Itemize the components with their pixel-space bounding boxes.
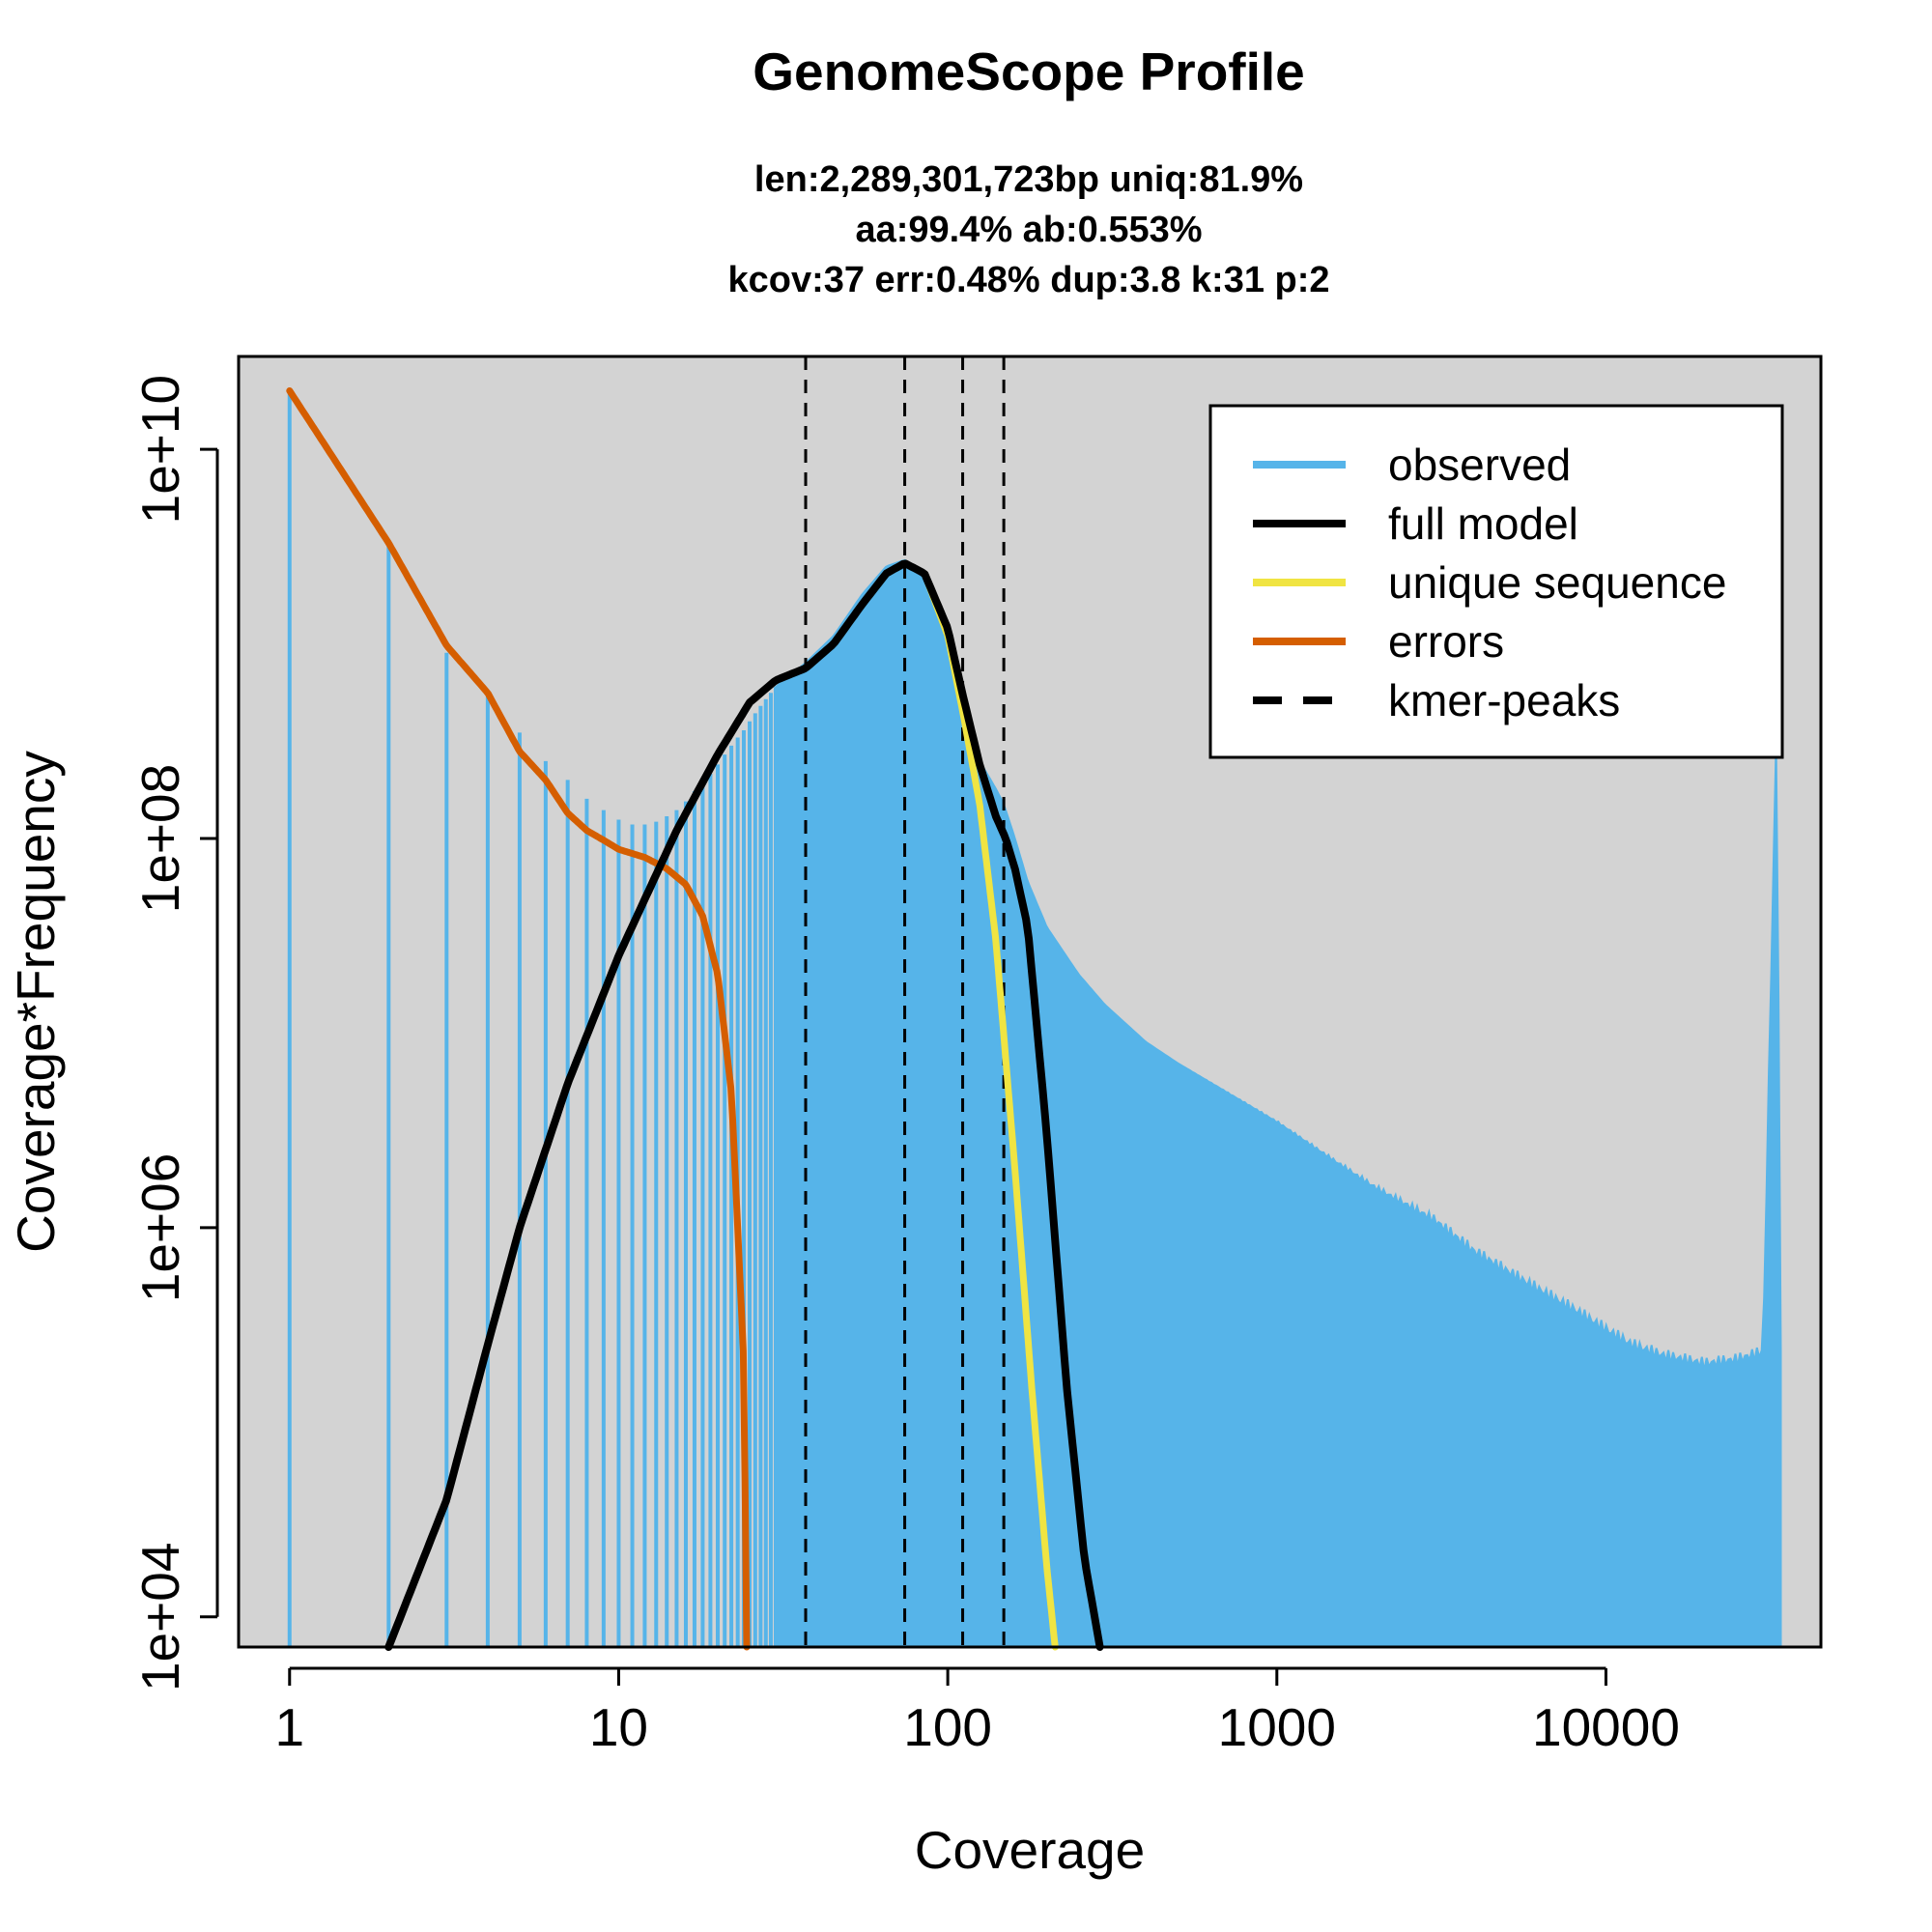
- chart-subtitle-line-3: kcov:37 err:0.48% dup:3.8 k:31 p:2: [727, 260, 1329, 300]
- legend-label: kmer-peaks: [1388, 675, 1620, 725]
- chart-title: GenomeScope Profile: [753, 42, 1305, 101]
- chart-subtitle-line-1: len:2,289,301,723bp uniq:81.9%: [754, 159, 1303, 200]
- model-curves-layer: [286, 387, 1104, 1651]
- x-tick-label: 1000: [1218, 1697, 1336, 1757]
- x-tick-label: 10: [589, 1697, 648, 1757]
- observed-layer: [287, 390, 1782, 1648]
- x-axis-label: Coverage: [915, 1820, 1145, 1880]
- legend-label: unique sequence: [1388, 557, 1726, 608]
- legend: observed full model unique sequence errors k…: [1208, 404, 1784, 759]
- x-tick-label: 10000: [1532, 1697, 1680, 1757]
- y-tick-label: 1e+04: [130, 1543, 190, 1691]
- plot-area-frame: [237, 355, 1823, 1649]
- legend-label: errors: [1388, 616, 1504, 667]
- y-tick-label: 1e+10: [130, 375, 190, 524]
- axes-layer: 1 10 100 1000 10000 1e+04 1e+06 1e+08 1e+10: [130, 375, 1680, 1757]
- kmer-peaks-layer: [804, 356, 1006, 1647]
- chart-subtitle-line-2: aa:99.4% ab:0.553%: [855, 210, 1202, 250]
- y-tick-label: 1e+08: [130, 764, 190, 913]
- legend-label: full model: [1388, 498, 1578, 549]
- errors-line: [286, 387, 751, 1651]
- x-tick-label: 100: [903, 1697, 992, 1757]
- legend-label: observed: [1388, 440, 1571, 490]
- y-axis-label: Coverage*Frequency: [6, 751, 66, 1253]
- y-tick-label: 1e+06: [130, 1153, 190, 1302]
- full-model-line: [384, 559, 1104, 1651]
- x-tick-label: 1: [274, 1697, 304, 1757]
